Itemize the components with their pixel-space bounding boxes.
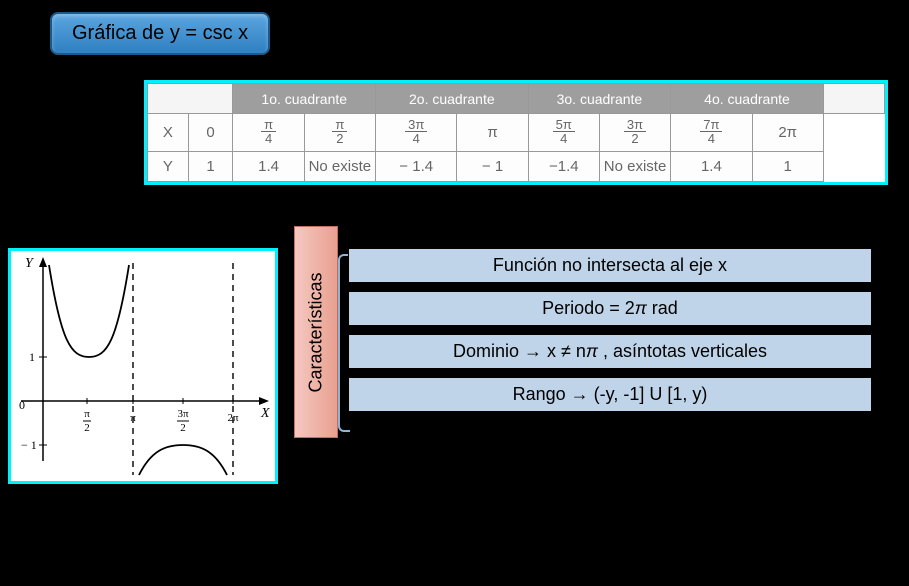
x-cell: 2π bbox=[752, 114, 823, 152]
x-cell: π bbox=[457, 114, 528, 152]
quadrant-header: 1o. cuadrante bbox=[233, 84, 376, 114]
table-y-row: Y 1 1.4 No existe − 1.4 − 1 −1.4 No exis… bbox=[148, 152, 885, 182]
svg-text:2: 2 bbox=[84, 422, 90, 434]
svg-text:3π: 3π bbox=[177, 408, 189, 420]
x-cell: 3π4 bbox=[375, 114, 456, 152]
svg-text:− 1: − 1 bbox=[21, 438, 37, 452]
svg-text:0: 0 bbox=[19, 398, 25, 412]
y-row-label: Y bbox=[148, 152, 189, 182]
quadrant-header: 4o. cuadrante bbox=[671, 84, 824, 114]
values-table: 1o. cuadrante 2o. cuadrante 3o. cuadrant… bbox=[147, 83, 885, 182]
x-cell: 5π4 bbox=[528, 114, 599, 152]
y-cell: No existe bbox=[599, 152, 670, 182]
y-cell: 1.4 bbox=[233, 152, 304, 182]
characteristic-item: Dominio → x ≠ nπ , asíntotas verticales bbox=[348, 334, 872, 369]
characteristic-text: Periodo = 2π rad bbox=[542, 298, 678, 318]
table-corner bbox=[148, 84, 233, 114]
y-cell: No existe bbox=[304, 152, 375, 182]
title-box: Gráfica de y = csc x bbox=[50, 12, 270, 55]
y-cell: 1 bbox=[188, 152, 233, 182]
characteristic-text: Dominio → x ≠ nπ , asíntotas verticales bbox=[453, 341, 767, 361]
csc-graph: Y X 1 0 − 1 π2 π 3π2 2π bbox=[8, 248, 278, 484]
x-cell: 0 bbox=[188, 114, 233, 152]
y-axis-label: Y bbox=[25, 256, 35, 271]
y-cell: − 1 bbox=[457, 152, 528, 182]
y-cell: −1.4 bbox=[528, 152, 599, 182]
characteristics-list: Función no intersecta al eje x Periodo =… bbox=[348, 248, 872, 420]
svg-text:2: 2 bbox=[180, 422, 186, 434]
table-corner bbox=[823, 84, 884, 114]
x-row-label: X bbox=[148, 114, 189, 152]
x-cell: 7π4 bbox=[671, 114, 752, 152]
x-cell: π4 bbox=[233, 114, 304, 152]
x-cell: 3π2 bbox=[599, 114, 670, 152]
characteristic-item: Función no intersecta al eje x bbox=[348, 248, 872, 283]
characteristics-label: Características bbox=[306, 272, 327, 392]
x-cell: π2 bbox=[304, 114, 375, 152]
svg-text:1: 1 bbox=[29, 350, 35, 364]
table-header-row: 1o. cuadrante 2o. cuadrante 3o. cuadrant… bbox=[148, 84, 885, 114]
characteristic-item: Periodo = 2π rad bbox=[348, 291, 872, 326]
characteristics-label-box: Características bbox=[294, 226, 338, 438]
x-axis-label: X bbox=[260, 406, 270, 421]
characteristic-item: Rango → (-y, -1] U [1, y) bbox=[348, 377, 872, 412]
y-cell: − 1.4 bbox=[375, 152, 456, 182]
y-cell: 1.4 bbox=[671, 152, 752, 182]
title-text: Gráfica de y = csc x bbox=[72, 22, 248, 44]
y-cell: 1 bbox=[752, 152, 823, 182]
csc-graph-svg: Y X 1 0 − 1 π2 π 3π2 2π bbox=[11, 251, 275, 481]
table-x-row: X 0 π4 π2 3π4 π 5π4 3π2 7π4 2π bbox=[148, 114, 885, 152]
quadrant-header: 3o. cuadrante bbox=[528, 84, 671, 114]
svg-text:π: π bbox=[84, 408, 90, 420]
values-table-container: 1o. cuadrante 2o. cuadrante 3o. cuadrant… bbox=[144, 80, 888, 185]
quadrant-header: 2o. cuadrante bbox=[375, 84, 528, 114]
